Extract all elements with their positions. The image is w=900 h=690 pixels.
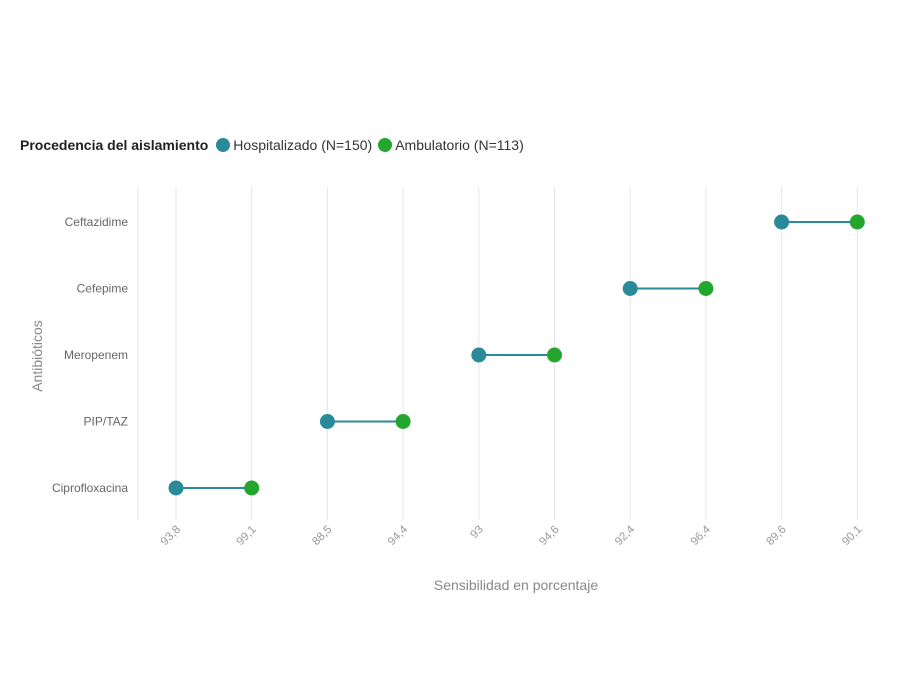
y-tick-label: Ceftazidime [65, 215, 129, 229]
legend-dot-hospitalizado [216, 138, 231, 152]
y-tick-label: Ciprofloxacina [52, 481, 128, 495]
legend-label-ambulatorio: Ambulatorio (N=113) [395, 137, 524, 153]
point-hospitalizado[interactable] [774, 214, 790, 230]
x-tick-label: 93,8 [159, 524, 183, 548]
x-tick-label: 92,4 [613, 523, 638, 548]
y-tick-labels: Ceftazidime Cefepime Meropenem PIP/TAZ Cipro… [52, 215, 128, 495]
legend-title: Procedencia del aislamiento [20, 137, 209, 153]
x-tick-labels: 93,8 99,1 88,5 94,4 93 94,6 92,4 96,4 89,6 90,1 [159, 523, 865, 548]
point-ambulatorio[interactable] [395, 414, 411, 429]
x-tick-label: 88,5 [310, 524, 334, 548]
legend-item-ambulatorio[interactable]: Ambulatorio (N=113) [378, 137, 524, 153]
x-axis-title: Sensibilidad en porcentaje [434, 577, 598, 593]
x-tick-label: 90,1 [840, 524, 864, 548]
legend-item-hospitalizado[interactable]: Hospitalizado (N=150) [216, 137, 372, 153]
point-ambulatorio[interactable] [244, 480, 260, 496]
legend-label-hospitalizado: Hospitalizado (N=150) [233, 137, 373, 153]
point-hospitalizado[interactable] [319, 414, 335, 429]
point-hospitalizado[interactable] [471, 347, 487, 363]
y-tick-label: Cefepime [77, 282, 129, 296]
y-axis-title: Antibióticos [29, 320, 45, 392]
point-hospitalizado[interactable] [622, 281, 638, 296]
point-ambulatorio[interactable] [547, 347, 562, 363]
x-tick-label: 89,6 [764, 524, 788, 548]
connector-lines [176, 221, 858, 489]
point-ambulatorio[interactable] [849, 214, 865, 230]
x-tick-label: 96,4 [689, 523, 714, 548]
legend: Procedencia del aislamiento Hospitalizad… [20, 137, 530, 153]
x-tick-label: 94,6 [537, 524, 561, 548]
y-tick-label: PIP/TAZ [84, 415, 128, 429]
x-tick-label: 93 [468, 524, 486, 542]
y-tick-label: Meropenem [64, 348, 128, 362]
point-ambulatorio[interactable] [698, 281, 714, 296]
point-hospitalizado[interactable] [168, 480, 184, 496]
x-tick-label: 94,4 [386, 523, 411, 548]
x-tick-label: 99,1 [235, 524, 259, 548]
legend-dot-ambulatorio [378, 138, 393, 152]
grid-lines [137, 187, 858, 520]
data-points [168, 214, 865, 496]
